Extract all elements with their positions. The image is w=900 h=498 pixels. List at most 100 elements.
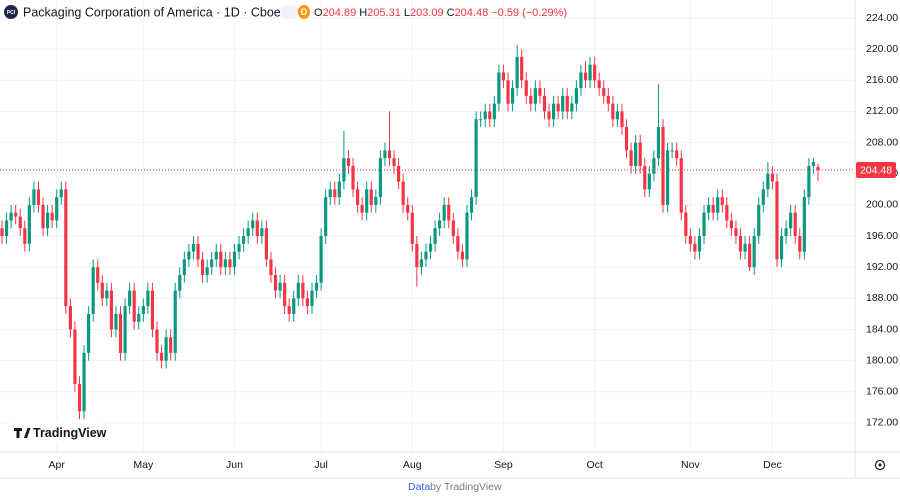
candle-body xyxy=(574,88,578,104)
candle-body xyxy=(32,189,36,205)
candle-body xyxy=(597,80,601,89)
candle-body xyxy=(447,204,451,221)
candle-body xyxy=(346,158,351,166)
candle-body xyxy=(533,88,537,104)
candle-body xyxy=(793,212,797,237)
candle-body xyxy=(615,111,620,120)
candle-body xyxy=(766,173,770,190)
candle-body xyxy=(433,228,437,244)
candle-body xyxy=(802,197,806,252)
candle-body xyxy=(515,56,519,89)
open-label: O xyxy=(314,7,323,19)
candle-body xyxy=(497,72,501,104)
candle-body xyxy=(237,243,241,252)
footer-text: by TradingView xyxy=(430,481,502,493)
y-tick-label: 184.00 xyxy=(866,323,898,335)
candle-body xyxy=(146,290,150,307)
candle-body xyxy=(55,197,59,221)
candle-body xyxy=(23,228,27,244)
candle-body xyxy=(355,189,360,205)
candle-body xyxy=(419,259,423,268)
candle-body xyxy=(278,282,282,291)
candle-body xyxy=(424,251,428,260)
candle-body xyxy=(588,64,592,81)
open-value: 204.89 xyxy=(323,7,357,19)
change-value: −0.59 xyxy=(491,7,519,19)
settings-icon[interactable] xyxy=(874,459,886,471)
candle-body xyxy=(219,251,223,268)
candle-body xyxy=(406,204,410,213)
candle-body xyxy=(488,111,492,120)
candle-body xyxy=(251,220,255,229)
candle-body xyxy=(287,306,291,314)
visibility-toggle[interactable] xyxy=(280,5,298,19)
candle-body xyxy=(620,111,624,128)
candle-body xyxy=(319,236,323,283)
logo-mark xyxy=(14,428,31,438)
candle-body xyxy=(684,212,688,237)
candle-body xyxy=(643,165,647,190)
candle-body xyxy=(296,282,300,299)
logo-text: TradingView xyxy=(33,426,107,440)
candle-body xyxy=(634,142,638,166)
candle-body xyxy=(392,158,396,166)
candle-body xyxy=(748,243,752,268)
interval-badge: D xyxy=(301,7,308,17)
candle-body xyxy=(501,72,506,81)
logo-box[interactable] xyxy=(8,421,102,445)
candle-body xyxy=(606,95,610,104)
close-value: 204.48 xyxy=(455,7,489,19)
interval-badge-bg xyxy=(298,5,310,19)
candle-body xyxy=(96,267,100,283)
candle-body xyxy=(337,181,341,198)
candle-body xyxy=(210,259,214,268)
candle-body xyxy=(506,80,510,104)
candle-body xyxy=(100,282,104,299)
candle-body xyxy=(365,189,369,213)
candle-body xyxy=(697,236,702,252)
candle-body xyxy=(178,274,182,291)
candle-body xyxy=(36,189,41,205)
candle-body xyxy=(716,197,720,213)
x-tick-label: Aug xyxy=(403,459,422,471)
candle-body xyxy=(693,243,697,252)
candle-body xyxy=(369,189,373,205)
candle-body xyxy=(734,228,738,237)
candle-body xyxy=(105,290,109,299)
candle-body xyxy=(538,88,542,96)
y-tick-label: 172.00 xyxy=(866,417,898,429)
x-tick-label: Oct xyxy=(586,459,602,471)
candle-body xyxy=(41,204,45,229)
candle-body xyxy=(401,181,405,205)
candle-body xyxy=(27,204,31,244)
high-value: 205.31 xyxy=(367,7,401,19)
x-tick-label: Jun xyxy=(226,459,243,471)
candle-body xyxy=(246,228,250,237)
candle-body xyxy=(205,267,209,275)
candle-body xyxy=(128,290,132,307)
candle-body xyxy=(378,158,382,198)
close-label: C xyxy=(447,7,455,19)
candles xyxy=(0,45,820,420)
x-tick-label: Nov xyxy=(681,459,700,471)
candle-body xyxy=(456,236,460,252)
candle-body xyxy=(492,103,496,120)
candle-body xyxy=(602,88,606,96)
candle-body xyxy=(438,220,442,229)
candle-body xyxy=(451,220,455,237)
candle-body xyxy=(811,162,816,166)
candle-body xyxy=(342,158,346,182)
candle-body xyxy=(387,150,392,159)
candle-body xyxy=(579,72,583,89)
y-tick-label: 208.00 xyxy=(866,136,898,148)
symbol-badge: PCI xyxy=(7,10,16,16)
candle-body xyxy=(593,64,597,81)
footer-link[interactable]: Data xyxy=(408,481,430,493)
candle-body xyxy=(187,251,191,260)
candle-body xyxy=(428,243,433,252)
candle-body xyxy=(510,88,515,104)
candle-body xyxy=(0,228,4,237)
candle-body xyxy=(624,127,629,151)
candle-body xyxy=(738,236,743,252)
chart-title: Packaging Corporation of America · 1D · … xyxy=(23,5,308,19)
